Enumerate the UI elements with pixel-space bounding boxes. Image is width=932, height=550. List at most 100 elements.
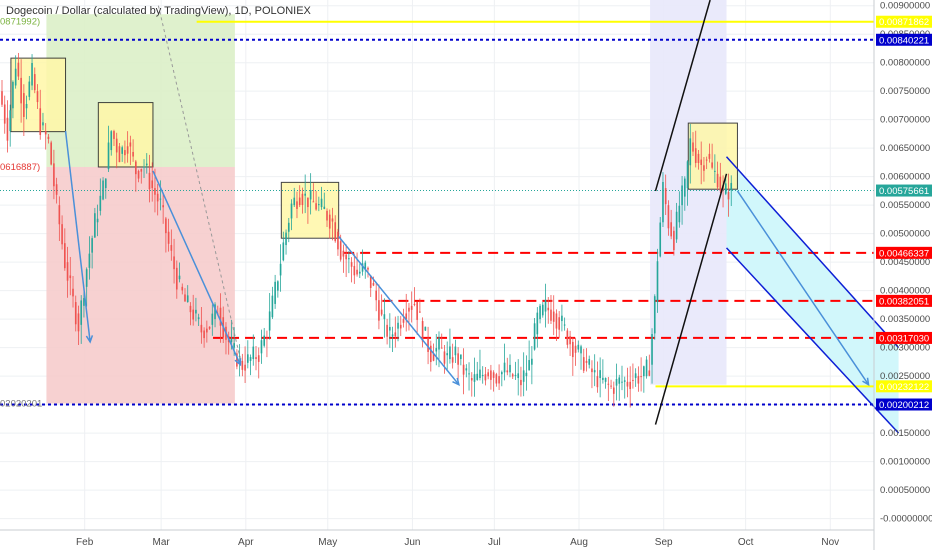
candle-body <box>399 324 402 329</box>
candle-body <box>44 131 47 135</box>
candle-body <box>165 218 167 234</box>
candle-body <box>236 353 238 367</box>
candle-body <box>539 305 541 320</box>
candle-body <box>435 348 438 352</box>
candle-body <box>378 300 380 321</box>
candle-body <box>17 62 20 77</box>
candle-body <box>585 360 588 363</box>
candle-body <box>293 197 296 206</box>
price-badge <box>876 398 932 411</box>
candle-body <box>274 281 276 304</box>
candle-body <box>301 193 304 206</box>
candle-body <box>536 312 539 335</box>
price-badge-label: 0.00466337 <box>879 248 929 259</box>
y-tick-label: 0.00350000 <box>880 314 930 325</box>
candle-body <box>618 377 621 384</box>
candle-body <box>610 385 612 387</box>
candle-body <box>424 326 427 331</box>
candle-body <box>451 357 454 363</box>
candle-body <box>151 180 154 189</box>
candle-body <box>214 304 216 320</box>
candle-body <box>58 205 61 225</box>
candle-body <box>498 376 500 384</box>
candle-body <box>503 362 506 373</box>
candle-body <box>479 369 481 379</box>
candle-body <box>476 373 479 380</box>
price-badge <box>876 246 932 259</box>
candle-body <box>582 357 585 371</box>
candle-body <box>315 203 317 210</box>
candle-body <box>730 182 733 191</box>
candle-body <box>304 193 306 196</box>
candle-body <box>552 311 555 322</box>
candle-body <box>257 355 260 362</box>
candle-body <box>353 265 356 276</box>
candle-body <box>391 334 394 337</box>
candle-body <box>522 370 525 382</box>
candle-body <box>154 188 156 195</box>
candle-body <box>694 148 697 163</box>
candle-body <box>544 299 547 312</box>
candle-body <box>643 366 645 377</box>
candle-body <box>296 201 298 209</box>
candle-body <box>599 370 601 379</box>
candle-body <box>670 222 672 237</box>
candle-body <box>255 357 257 359</box>
candle-body <box>604 377 607 382</box>
y-tick-label: 0.00300000 <box>880 343 930 354</box>
candle-body <box>457 353 459 365</box>
candle-body <box>484 374 487 381</box>
price-badge-label: 0.00840221 <box>879 35 929 46</box>
candle-body <box>339 241 342 260</box>
candle-body <box>1 91 3 105</box>
candle-body <box>561 315 563 322</box>
candle-body <box>429 345 432 363</box>
candle-body <box>12 81 14 109</box>
x-tick-label: Oct <box>738 537 754 548</box>
candle-body <box>36 91 39 103</box>
candle-body <box>364 262 367 270</box>
candle-body <box>23 93 25 117</box>
candle-body <box>279 263 282 276</box>
candle-body <box>263 335 266 346</box>
candle-body <box>449 346 451 360</box>
candle-body <box>410 305 413 310</box>
candle-body <box>170 245 173 251</box>
candle-body <box>6 117 9 141</box>
x-tick-label: Mar <box>153 537 171 548</box>
candle-body <box>602 377 604 380</box>
down-arrow-2 <box>152 170 242 366</box>
down-channel-upper <box>725 156 900 349</box>
side-label: 0871992) <box>0 17 40 28</box>
candle-body <box>572 341 574 358</box>
candle-body <box>664 188 667 205</box>
candle-body <box>574 345 577 353</box>
candle-body <box>727 192 730 200</box>
candle-body <box>94 213 96 238</box>
rising-channel-lower <box>654 173 728 425</box>
candle-body <box>249 357 252 361</box>
candle-body <box>326 210 328 221</box>
price-badge <box>876 294 932 307</box>
y-tick-label: 0.00650000 <box>880 143 930 154</box>
candle-body <box>547 307 550 311</box>
candle-body <box>511 374 514 377</box>
candle-body <box>470 378 473 381</box>
y-tick-label: 0.00600000 <box>880 172 930 183</box>
candle-body <box>700 159 703 165</box>
candle-body <box>645 359 648 377</box>
candle-body <box>369 275 372 288</box>
candle-body <box>637 376 640 384</box>
price-badge <box>876 33 932 46</box>
price-badge <box>876 380 932 393</box>
candle-body <box>298 197 301 206</box>
candle-body <box>454 346 457 356</box>
candle-body <box>531 358 533 365</box>
y-tick-label: 0.00500000 <box>880 229 930 240</box>
candle-body <box>3 104 6 124</box>
candle-body <box>563 324 566 326</box>
candle-body <box>689 138 692 166</box>
candle-body <box>246 354 249 363</box>
candle-body <box>252 346 255 360</box>
